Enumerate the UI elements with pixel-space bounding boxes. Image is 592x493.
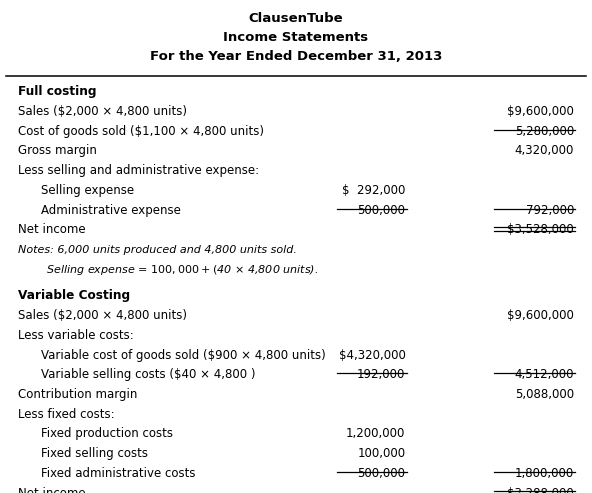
Text: Variable cost of goods sold ($900 × 4,800 units): Variable cost of goods sold ($900 × 4,80… — [41, 349, 326, 361]
Text: 1,200,000: 1,200,000 — [346, 427, 406, 440]
Text: 5,280,000: 5,280,000 — [515, 125, 574, 138]
Text: $9,600,000: $9,600,000 — [507, 105, 574, 118]
Text: 500,000: 500,000 — [358, 204, 406, 216]
Text: Cost of goods sold ($1,100 × 4,800 units): Cost of goods sold ($1,100 × 4,800 units… — [18, 125, 264, 138]
Text: Selling expense = $100,000 + ($40 × 4,800 units).: Selling expense = $100,000 + ($40 × 4,80… — [18, 263, 318, 277]
Text: Notes: 6,000 units produced and 4,800 units sold.: Notes: 6,000 units produced and 4,800 un… — [18, 245, 297, 255]
Text: Contribution margin: Contribution margin — [18, 388, 137, 401]
Text: 4,320,000: 4,320,000 — [515, 144, 574, 157]
Text: Less fixed costs:: Less fixed costs: — [18, 408, 114, 421]
Text: $3,528,000: $3,528,000 — [507, 223, 574, 236]
Text: Less selling and administrative expense:: Less selling and administrative expense: — [18, 164, 259, 177]
Text: 1,800,000: 1,800,000 — [515, 467, 574, 480]
Text: 192,000: 192,000 — [357, 368, 406, 381]
Text: Less variable costs:: Less variable costs: — [18, 329, 134, 342]
Text: Gross margin: Gross margin — [18, 144, 96, 157]
Text: $3,288,000: $3,288,000 — [507, 487, 574, 493]
Text: Variable selling costs ($40 × 4,800 ): Variable selling costs ($40 × 4,800 ) — [41, 368, 256, 381]
Text: $4,320,000: $4,320,000 — [339, 349, 406, 361]
Text: 792,000: 792,000 — [526, 204, 574, 216]
Text: 5,088,000: 5,088,000 — [515, 388, 574, 401]
Text: Net income: Net income — [18, 487, 85, 493]
Text: Sales ($2,000 × 4,800 units): Sales ($2,000 × 4,800 units) — [18, 309, 186, 322]
Text: $  292,000: $ 292,000 — [342, 184, 406, 197]
Text: $9,600,000: $9,600,000 — [507, 309, 574, 322]
Text: Administrative expense: Administrative expense — [41, 204, 181, 216]
Text: Sales ($2,000 × 4,800 units): Sales ($2,000 × 4,800 units) — [18, 105, 186, 118]
Text: Income Statements: Income Statements — [223, 31, 369, 44]
Text: For the Year Ended December 31, 2013: For the Year Ended December 31, 2013 — [150, 50, 442, 63]
Text: 4,512,000: 4,512,000 — [514, 368, 574, 381]
Text: Net income: Net income — [18, 223, 85, 236]
Text: 100,000: 100,000 — [358, 447, 406, 460]
Text: Fixed administrative costs: Fixed administrative costs — [41, 467, 196, 480]
Text: Selling expense: Selling expense — [41, 184, 134, 197]
Text: Variable Costing: Variable Costing — [18, 289, 130, 302]
Text: 500,000: 500,000 — [358, 467, 406, 480]
Text: Full costing: Full costing — [18, 85, 96, 98]
Text: Fixed selling costs: Fixed selling costs — [41, 447, 149, 460]
Text: Fixed production costs: Fixed production costs — [41, 427, 173, 440]
Text: ClausenTube: ClausenTube — [249, 12, 343, 25]
